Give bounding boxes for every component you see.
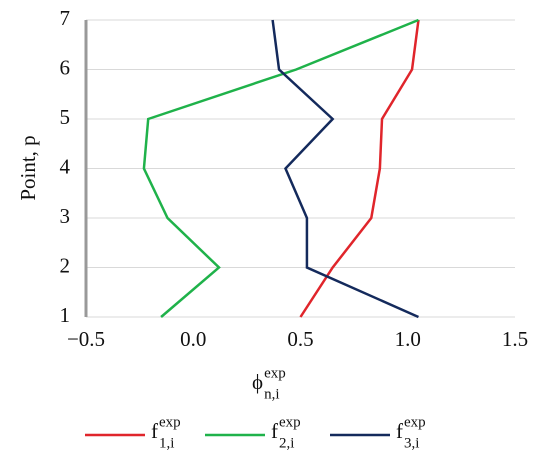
x-axis-label: ϕ exp n,i xyxy=(252,365,286,402)
legend-label: f exp 3,i xyxy=(396,414,426,451)
y-tick-label: 5 xyxy=(60,105,71,129)
series-line xyxy=(142,18,419,318)
x-tick-label: 1.0 xyxy=(395,327,421,351)
legend-label-sup: exp xyxy=(159,414,181,430)
y-tick-label: 4 xyxy=(60,154,71,178)
legend-label-sub: 3,i xyxy=(404,435,419,451)
y-tick-label: 7 xyxy=(60,6,71,30)
y-tick-label: 1 xyxy=(60,303,71,327)
legend-label-sub: 2,i xyxy=(279,435,294,451)
y-tick-label: 3 xyxy=(60,204,71,228)
x-axis-label-sup: exp xyxy=(264,365,286,381)
legend-label-sup: exp xyxy=(404,414,426,430)
legend-label: f exp 1,i xyxy=(151,414,181,451)
series-line xyxy=(299,19,420,318)
y-axis-label: Point, p xyxy=(16,135,40,200)
y-tick-label: 2 xyxy=(60,253,71,277)
legend-label-sub: 1,i xyxy=(159,435,174,451)
y-tick-label: 6 xyxy=(60,55,71,79)
legend-label: f exp 2,i xyxy=(271,414,301,451)
legend-label-base: f xyxy=(271,419,278,443)
x-tick-label: −0.5 xyxy=(67,327,105,351)
legend-label-sup: exp xyxy=(279,414,301,430)
legend-label-base: f xyxy=(396,419,403,443)
x-axis-label-base: ϕ xyxy=(252,370,263,394)
x-tick-label: 1.5 xyxy=(502,327,528,351)
series-line xyxy=(271,19,419,319)
x-tick-label: 0.0 xyxy=(180,327,206,351)
x-tick-label: 0.5 xyxy=(287,327,313,351)
legend-label-base: f xyxy=(151,419,158,443)
x-axis-label-sub: n,i xyxy=(264,386,279,402)
